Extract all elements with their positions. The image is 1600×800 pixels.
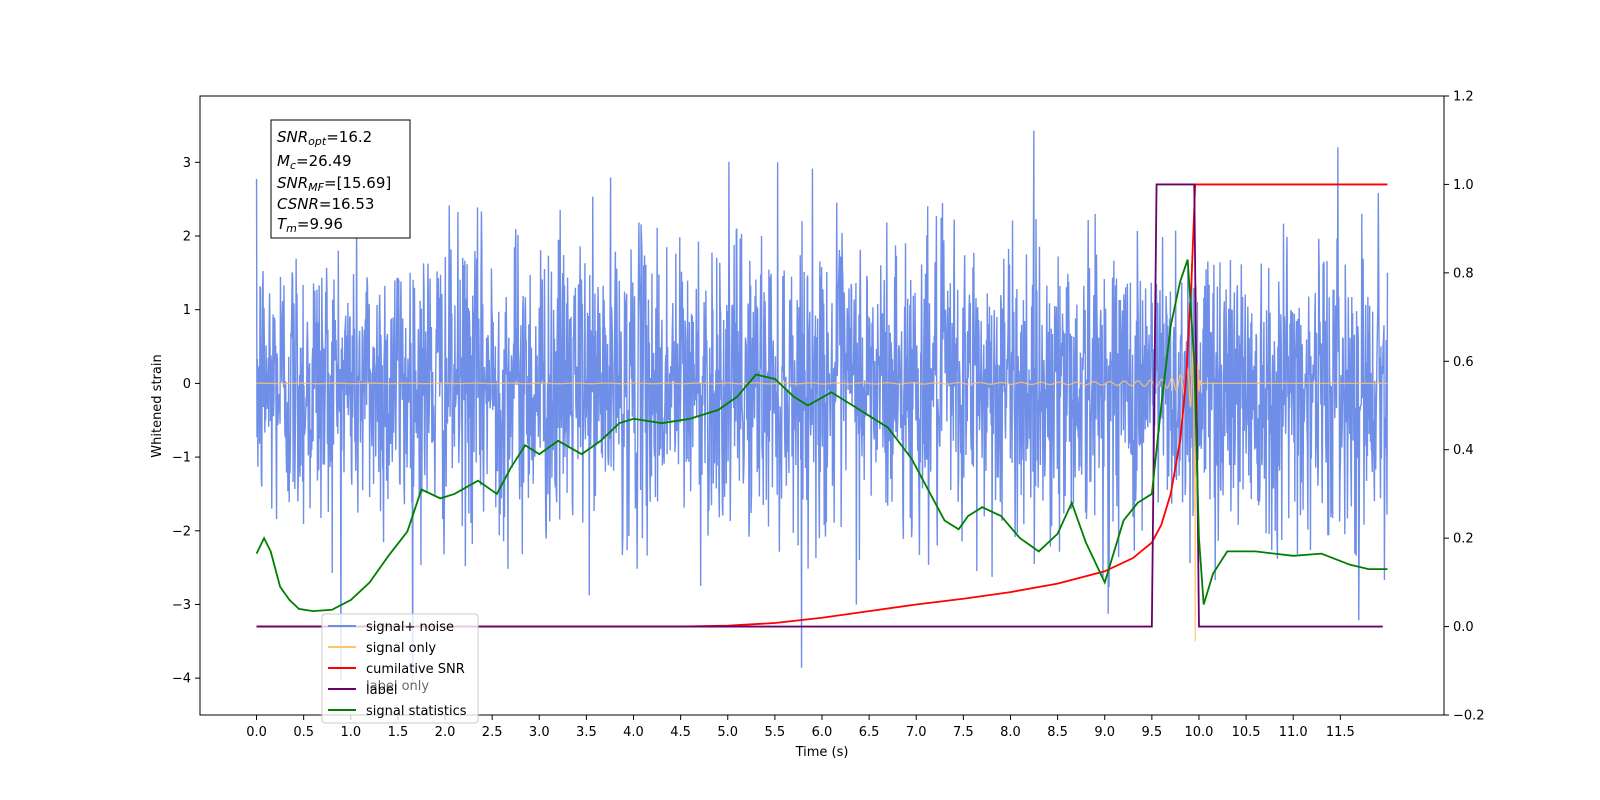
x-tick-label: 0.0 <box>246 725 267 740</box>
x-tick-label: 7.0 <box>906 725 927 740</box>
x-tick-label: 9.0 <box>1094 725 1115 740</box>
y-tick-left-label: 1 <box>183 303 191 318</box>
y-tick-right-label: 1.0 <box>1453 178 1474 193</box>
y-axis-label: Whitened strain <box>150 354 165 457</box>
x-tick-label: 4.5 <box>670 725 691 740</box>
legend-hidden-text: label only <box>366 679 429 694</box>
info-mc: Mc=26.49 <box>277 152 352 172</box>
y-tick-left-label: 0 <box>183 377 191 392</box>
series-signal-noise-line <box>255 130 1389 686</box>
x-tick-label: 7.5 <box>953 725 974 740</box>
y-tick-left-label: 2 <box>183 230 191 245</box>
info-snr-opt: SNRopt=16.2 <box>277 128 372 148</box>
legend: label only signal+ noise signal only cum… <box>321 613 479 724</box>
y-tick-left-label: −1 <box>172 451 191 466</box>
info-box-frame <box>270 119 411 239</box>
x-tick-label: 8.5 <box>1047 725 1068 740</box>
y-tick-right-label: 1.2 <box>1453 90 1474 105</box>
legend-label-signal-only: signal only <box>366 641 436 656</box>
x-tick-label: 8.0 <box>1000 725 1021 740</box>
y-tick-right-label: 0.8 <box>1453 266 1474 281</box>
y-tick-right-label: 0.6 <box>1453 355 1474 370</box>
legend-label-signal-noise: signal+ noise <box>366 620 454 635</box>
series-label-line <box>256 183 1383 628</box>
legend-frame <box>321 613 479 724</box>
info-snr-mf: SNRMF=[15.69] <box>277 174 391 194</box>
x-tick-label: 2.0 <box>435 725 456 740</box>
x-tick-label: 6.5 <box>859 725 880 740</box>
series-cumilative-snr-line <box>256 183 1388 628</box>
x-tick-label: 3.5 <box>576 725 597 740</box>
series-signal-only-line <box>256 285 1388 642</box>
x-axis-label: Time (s) <box>795 745 849 760</box>
x-tick-label: 9.5 <box>1142 725 1163 740</box>
legend-label-label: label <box>366 683 397 698</box>
x-tick-label: 11.5 <box>1326 725 1355 740</box>
x-tick-label: 1.0 <box>340 725 361 740</box>
x-tick-label: 1.5 <box>388 725 409 740</box>
x-tick-label: 3.0 <box>529 725 550 740</box>
x-tick-label: 6.0 <box>812 725 833 740</box>
y-tick-left-label: −2 <box>172 524 191 539</box>
legend-label-cumilative-snr: cumilative SNR <box>366 662 465 677</box>
y-tick-right-label: 0.2 <box>1453 532 1474 547</box>
info-csnr: CSNR=16.53 <box>277 195 374 213</box>
x-tick-label: 4.0 <box>623 725 644 740</box>
x-tick-label: 10.0 <box>1184 725 1213 740</box>
x-tick-label: 5.5 <box>765 725 786 740</box>
x-tick-label: 2.5 <box>482 725 503 740</box>
y-tick-left-label: −3 <box>172 598 191 613</box>
y-tick-right-label: 0.0 <box>1453 620 1474 635</box>
legend-label-signal-statistics: signal statistics <box>366 704 467 719</box>
y-tick-right-label: 0.4 <box>1453 443 1474 458</box>
x-tick-label: 0.5 <box>293 725 314 740</box>
x-tick-label: 5.0 <box>717 725 738 740</box>
x-tick-label: 10.5 <box>1232 725 1261 740</box>
y-tick-left-label: −4 <box>172 672 191 687</box>
y-tick-left-label: 3 <box>183 156 191 171</box>
axes-layer: 0.0 0.5 1.0 1.5 2.0 2.5 3.0 3.5 4.0 4.5 5.0 5.5 6.0 6… <box>172 90 1485 741</box>
series-layer <box>255 130 1389 686</box>
info-tm: Tm=9.96 <box>277 215 343 235</box>
info-box: SNRopt=16.2 Mc=26.49 SNRMF=[15.69] CSNR=… <box>270 119 411 239</box>
y-tick-right-label: −0.2 <box>1453 709 1485 724</box>
x-tick-label: 11.0 <box>1279 725 1308 740</box>
series-signal-statistics-line <box>255 259 1388 613</box>
